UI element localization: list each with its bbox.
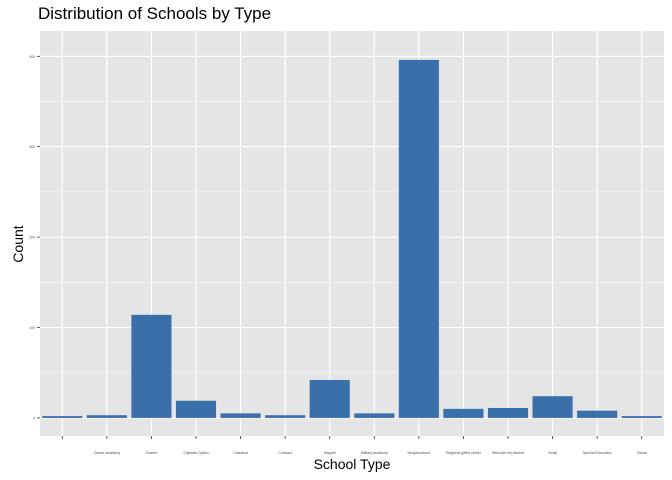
bar [577,410,618,418]
x-tick-label: Military academy [361,451,388,455]
bar [443,408,484,418]
x-tick-label: Regional gifted center [446,451,482,455]
chart-title: Distribution of Schools by Type [38,4,272,23]
bar [398,59,439,418]
x-tick-label: Magnet [324,451,336,455]
x-tick-label: Classical [233,451,248,455]
bar [86,415,127,418]
x-tick-label: Citywide-Option [183,451,208,455]
x-axis-label: School Type [313,456,391,472]
y-tick-label: 0 [33,416,35,420]
x-tick-label: Career academy [94,451,121,455]
y-tick-label: 300 [29,145,35,149]
bar [354,413,395,418]
bar [487,407,529,418]
x-tick-label: Special Education [583,451,612,455]
x-tick-label: Small [548,451,557,455]
bar [265,415,306,418]
bar [131,314,172,418]
x-tick-label: Virtual [637,451,647,455]
y-tick-label: 400 [29,55,35,59]
bar [532,396,573,418]
x-tick-label: Charter [145,451,158,455]
y-tick-label: 100 [29,326,35,330]
bar [220,413,261,418]
bar [621,416,662,418]
x-tick-label: Selective enrollment [492,451,524,455]
x-tick-label: Neighborhood [408,451,431,455]
x-tick-label: Contract [278,451,292,455]
bar [175,400,217,418]
bar [309,379,350,418]
y-tick-label: 200 [29,236,35,240]
bar [42,416,83,418]
